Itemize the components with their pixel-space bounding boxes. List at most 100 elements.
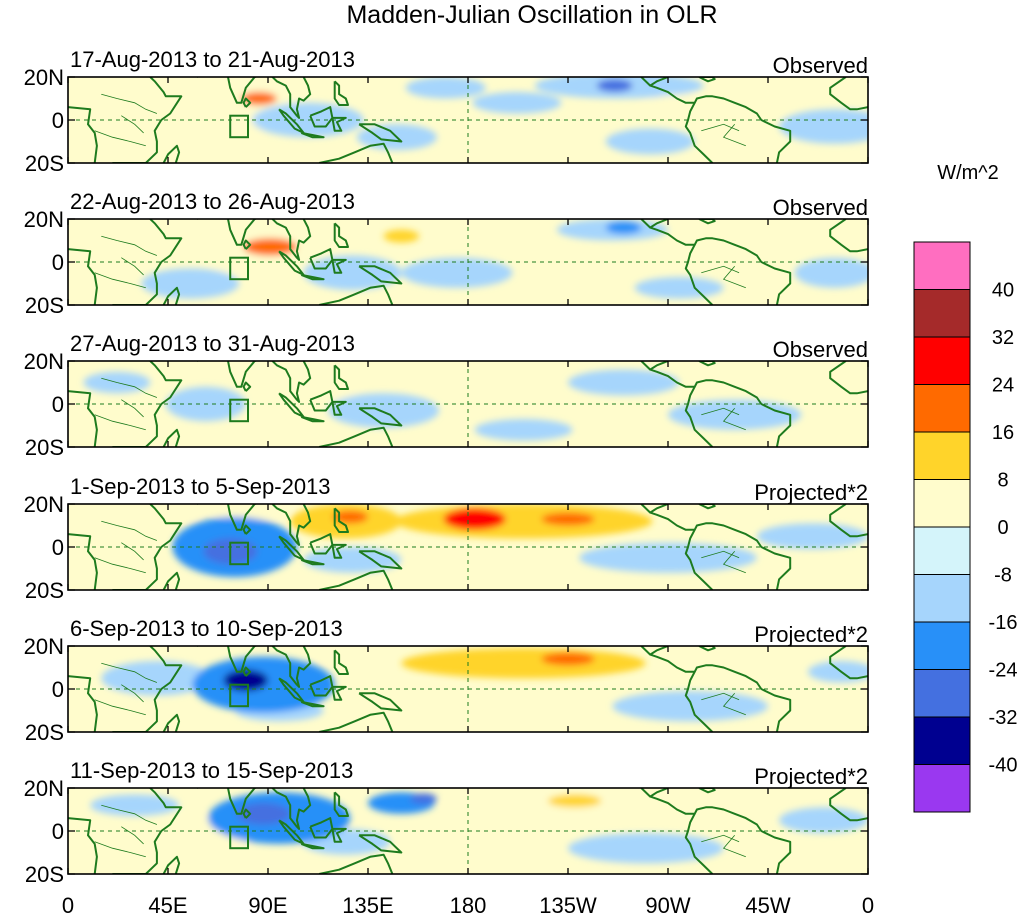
anomaly-region bbox=[605, 221, 642, 235]
coastline bbox=[242, 97, 252, 108]
coastline bbox=[698, 788, 716, 794]
country-border bbox=[722, 408, 746, 431]
coastline bbox=[162, 855, 181, 874]
coastline bbox=[68, 390, 98, 447]
coastline bbox=[333, 80, 349, 106]
coastline bbox=[254, 504, 312, 546]
country-border bbox=[701, 550, 740, 559]
colorbar-swatch bbox=[913, 716, 971, 765]
panel-date-range: 11-Sep-2013 to 15-Sep-2013 bbox=[70, 758, 353, 783]
colorbar-swatch bbox=[913, 526, 971, 575]
coastline bbox=[358, 834, 403, 854]
anomaly-region bbox=[243, 238, 297, 256]
country-border bbox=[101, 804, 158, 825]
coastline bbox=[684, 671, 714, 732]
coastline bbox=[112, 504, 183, 590]
coastline bbox=[829, 504, 868, 538]
panel: 20N 0 20S 27-Aug-2013 to 31-Aug-2013 Observe… bbox=[24, 331, 869, 460]
coastline bbox=[112, 646, 183, 732]
coastline bbox=[333, 364, 349, 390]
coastline bbox=[68, 675, 98, 732]
country-border bbox=[101, 377, 158, 398]
coastline bbox=[318, 426, 394, 447]
panels: 20N 0 20S 17-Aug-2013 to 21-Aug-2013 Observe… bbox=[24, 47, 869, 887]
coastline bbox=[242, 381, 252, 392]
coastline bbox=[68, 248, 98, 305]
anomaly-region bbox=[236, 803, 291, 825]
anomaly-region bbox=[474, 419, 573, 441]
index-box bbox=[229, 541, 250, 566]
coastline bbox=[300, 842, 325, 850]
x-tick-label: 0 bbox=[62, 893, 74, 918]
coastline bbox=[333, 507, 349, 533]
colorbar-swatch bbox=[913, 764, 971, 813]
anomaly-region bbox=[541, 652, 595, 666]
colorbar-label: 8 bbox=[997, 470, 1008, 492]
y-tick-label: 0 bbox=[52, 108, 64, 133]
panel-plot-area bbox=[68, 646, 868, 732]
x-tick-label: 45E bbox=[148, 893, 187, 918]
x-tick-label: 135W bbox=[539, 893, 597, 918]
coastline bbox=[318, 142, 394, 163]
coastline bbox=[254, 219, 312, 261]
anomaly-region bbox=[76, 107, 122, 133]
coastline bbox=[640, 646, 651, 656]
anomaly-region bbox=[568, 369, 680, 396]
geography-overlay bbox=[68, 788, 868, 874]
index-box bbox=[229, 256, 250, 281]
colorbar-units: W/m^2 bbox=[937, 162, 999, 184]
country-border bbox=[701, 834, 740, 843]
country-border bbox=[722, 835, 746, 858]
coastline bbox=[331, 116, 347, 132]
coastline bbox=[112, 361, 183, 447]
country-border bbox=[722, 124, 746, 147]
panel-plot-area bbox=[68, 504, 868, 590]
panel-plot-area bbox=[68, 77, 868, 163]
y-tick-label: 20S bbox=[25, 862, 64, 887]
y-tick-label: 20S bbox=[25, 578, 64, 603]
anomaly-region bbox=[125, 234, 180, 256]
y-tick-label: 0 bbox=[52, 535, 64, 560]
country-border bbox=[701, 123, 740, 132]
coastline bbox=[333, 791, 349, 817]
country-border bbox=[722, 551, 746, 574]
anomaly-region bbox=[779, 807, 868, 834]
anomaly-region bbox=[445, 792, 646, 819]
coastline bbox=[318, 711, 394, 732]
y-tick-label: 0 bbox=[52, 392, 64, 417]
coastline bbox=[300, 415, 325, 423]
anomaly-region bbox=[641, 94, 731, 120]
index-box bbox=[229, 398, 250, 423]
country-border bbox=[94, 414, 146, 431]
x-tick-label: 90E bbox=[248, 893, 287, 918]
country-border bbox=[701, 407, 740, 416]
anomaly-region bbox=[548, 794, 602, 808]
anomaly-region bbox=[794, 257, 868, 288]
coastline bbox=[196, 219, 256, 246]
anomaly-region bbox=[779, 109, 868, 144]
country-border bbox=[121, 542, 144, 561]
x-tick-label: 180 bbox=[450, 893, 487, 918]
coastline bbox=[331, 543, 347, 559]
coastline bbox=[196, 361, 256, 388]
panel-kind-label: Observed bbox=[773, 195, 868, 220]
country-border bbox=[722, 693, 746, 716]
colorbar-label: 24 bbox=[992, 375, 1014, 397]
coastline bbox=[242, 666, 252, 677]
coastline bbox=[254, 646, 312, 688]
anomaly-region bbox=[332, 510, 368, 524]
coastline bbox=[684, 529, 714, 590]
geography-overlay bbox=[68, 219, 868, 305]
colorbar: 40 32 24 16 8 0 -8 -16 -24 -32 -40 bbox=[913, 241, 1017, 813]
anomaly-region bbox=[516, 566, 562, 580]
anomaly-region bbox=[90, 504, 202, 522]
coastline bbox=[254, 788, 312, 830]
coastline bbox=[162, 428, 181, 447]
y-tick-label: 20N bbox=[24, 349, 64, 374]
anomaly-region bbox=[541, 512, 595, 526]
coastline bbox=[698, 361, 716, 367]
coastline bbox=[300, 273, 325, 281]
colorbar-swatch bbox=[913, 479, 971, 528]
colorbar-swatch bbox=[913, 669, 971, 718]
coastline bbox=[162, 286, 181, 305]
